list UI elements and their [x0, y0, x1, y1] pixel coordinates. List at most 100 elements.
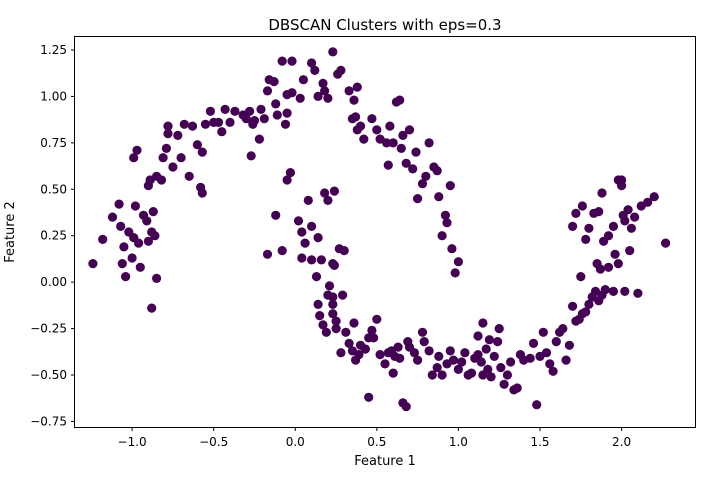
data-point [576, 272, 586, 282]
data-point [440, 210, 450, 220]
data-point [649, 192, 659, 202]
data-point [447, 244, 457, 254]
data-point [493, 337, 503, 347]
data-point [161, 143, 171, 153]
data-point [310, 65, 320, 75]
data-point [225, 117, 235, 127]
data-point [437, 370, 447, 380]
data-point [352, 82, 362, 92]
data-point [328, 47, 338, 57]
data-point [277, 246, 287, 256]
x-tick-label: 1.5 [530, 435, 549, 449]
data-point [643, 197, 653, 207]
data-point [568, 221, 578, 231]
data-point [419, 337, 429, 347]
data-point [147, 303, 157, 313]
data-point [328, 299, 338, 309]
data-point [568, 301, 578, 311]
data-point [372, 314, 382, 324]
data-point [633, 288, 643, 298]
data-point [359, 134, 369, 144]
data-point [287, 88, 297, 98]
x-tick-label: 0.5 [367, 435, 386, 449]
data-point [460, 348, 470, 358]
data-point [150, 231, 160, 241]
data-point [168, 162, 178, 172]
data-point [408, 164, 418, 174]
data-point [388, 138, 398, 148]
data-point [395, 95, 405, 105]
data-point [424, 138, 434, 148]
data-point [432, 166, 442, 176]
data-point [116, 221, 126, 231]
y-tick-label: −0.25 [30, 322, 67, 336]
x-tick-label: 2.0 [612, 435, 631, 449]
data-point [360, 344, 370, 354]
data-point [324, 281, 335, 291]
data-point [132, 145, 142, 155]
data-point [388, 368, 398, 378]
data-point [311, 272, 322, 282]
data-point [396, 143, 406, 153]
data-point [282, 108, 292, 118]
data-point [434, 351, 444, 361]
data-point [329, 186, 339, 196]
data-point [483, 364, 493, 374]
data-point [318, 320, 328, 330]
data-point [295, 93, 305, 103]
data-point [316, 255, 326, 265]
data-point [192, 140, 202, 150]
data-point [623, 205, 633, 215]
data-point [434, 192, 444, 202]
data-point [489, 351, 499, 361]
data-point [179, 119, 189, 129]
x-tick-label: 0.0 [286, 435, 305, 449]
x-axis-label: Feature 1 [354, 454, 416, 469]
y-tick-label: 0.25 [40, 229, 67, 243]
data-point [339, 246, 349, 256]
plot-frame [74, 36, 696, 428]
data-point [320, 86, 330, 96]
data-point [538, 327, 548, 337]
data-point [287, 56, 297, 66]
data-point [512, 383, 522, 393]
data-point [499, 379, 509, 389]
y-tick-label: −0.75 [30, 414, 67, 428]
data-point [280, 119, 291, 129]
data-point [584, 299, 594, 309]
data-point [413, 355, 423, 365]
data-point [320, 188, 330, 198]
data-point [457, 357, 467, 367]
data-point [367, 114, 377, 124]
data-point [375, 350, 385, 360]
data-point [581, 307, 591, 317]
data-point [272, 110, 282, 120]
data-point [595, 264, 606, 274]
data-point [230, 106, 240, 116]
data-point [277, 56, 287, 66]
data-point [323, 93, 333, 103]
data-point [545, 359, 555, 369]
data-point [577, 201, 588, 211]
data-point [184, 171, 194, 181]
data-point [349, 318, 359, 328]
data-point [411, 147, 421, 157]
data-point [114, 199, 124, 209]
data-point [561, 355, 571, 365]
data-point [432, 363, 442, 373]
data-point [571, 208, 581, 218]
data-point [298, 75, 308, 85]
data-point [200, 119, 211, 129]
data-point [88, 259, 98, 269]
data-point [584, 223, 594, 233]
data-point [369, 333, 379, 343]
data-point [525, 353, 535, 363]
data-point [300, 238, 310, 248]
data-point [354, 350, 364, 360]
data-point [626, 223, 637, 233]
data-point [608, 221, 619, 231]
data-point [297, 253, 307, 263]
data-point [625, 246, 635, 256]
